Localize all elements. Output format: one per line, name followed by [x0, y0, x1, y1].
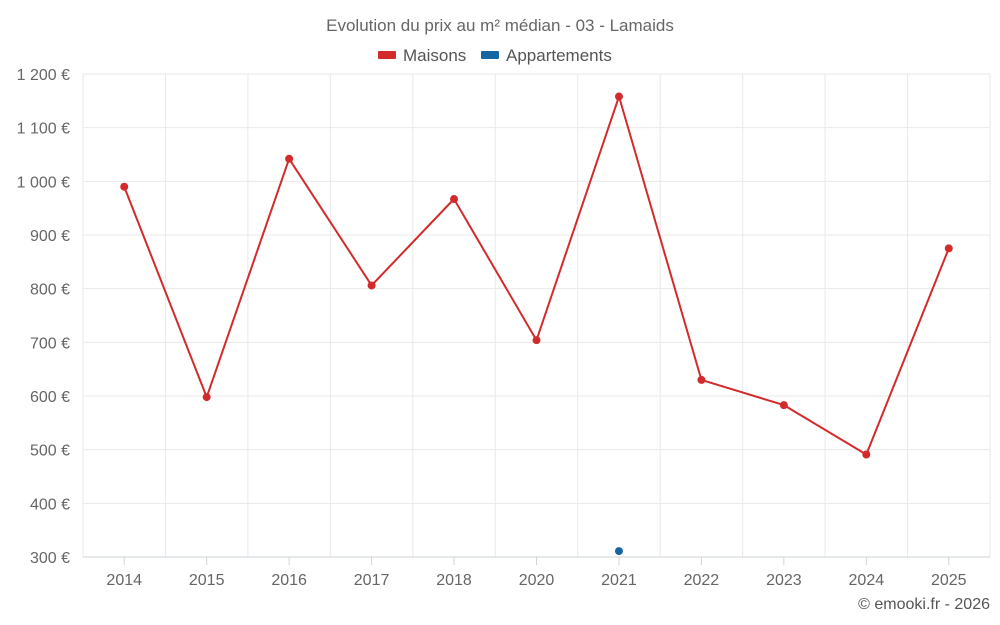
legend-swatch-maisons: [378, 51, 396, 59]
data-point-maisons[interactable]: [285, 154, 294, 163]
grid: [82, 73, 991, 558]
data-point-maisons[interactable]: [120, 182, 129, 191]
x-tick-label: 2020: [519, 572, 555, 589]
legend[interactable]: Maisons Appartements: [378, 46, 612, 65]
credit-text: © emooki.fr - 2026: [858, 596, 990, 613]
data-point-maisons[interactable]: [202, 393, 211, 402]
y-tick-label: 800 €: [30, 282, 70, 299]
x-tick-label: 2024: [849, 572, 885, 589]
data-point-maisons[interactable]: [779, 401, 788, 410]
x-tick-label: 2025: [931, 572, 967, 589]
chart-title: Evolution du prix au m² médian - 03 - La…: [326, 16, 674, 35]
x-tick-label: 2022: [684, 572, 720, 589]
x-tick-label: 2021: [601, 572, 637, 589]
axes: 300 € 400 € 500 € 600 € 700 € 800 € 900 € 1 000…: [17, 67, 990, 589]
data-point-maisons[interactable]: [862, 450, 871, 459]
y-tick-label: 1 000 €: [17, 174, 70, 191]
legend-item-appartements[interactable]: Appartements: [481, 46, 612, 65]
data-point-maisons[interactable]: [450, 195, 459, 204]
y-tick-label: 700 €: [30, 335, 70, 352]
y-tick-label: 400 €: [30, 496, 70, 513]
y-tick-label: 900 €: [30, 228, 70, 245]
y-tick-label: 500 €: [30, 443, 70, 460]
legend-item-maisons[interactable]: Maisons: [378, 46, 466, 65]
x-tick-label: 2018: [436, 572, 472, 589]
y-tick-label: 1 100 €: [17, 121, 70, 138]
legend-swatch-appartements: [481, 51, 499, 59]
y-tick-label: 600 €: [30, 389, 70, 406]
data-point-appartements[interactable]: [614, 547, 623, 556]
data-point-maisons[interactable]: [367, 281, 376, 290]
data-point-maisons[interactable]: [944, 244, 953, 253]
data-point-maisons[interactable]: [614, 92, 623, 101]
x-tick-label: 2016: [271, 572, 307, 589]
x-tick-label: 2014: [106, 572, 142, 589]
legend-label-appartements: Appartements: [506, 46, 612, 65]
data-point-maisons[interactable]: [697, 375, 706, 384]
x-tick-label: 2015: [189, 572, 225, 589]
y-tick-label: 300 €: [30, 550, 70, 567]
x-tick-label: 2017: [354, 572, 390, 589]
y-tick-label: 1 200 €: [17, 67, 70, 84]
data-point-maisons[interactable]: [532, 336, 541, 345]
series: [120, 92, 953, 556]
x-tick-label: 2023: [766, 572, 802, 589]
legend-label-maisons: Maisons: [403, 46, 466, 65]
